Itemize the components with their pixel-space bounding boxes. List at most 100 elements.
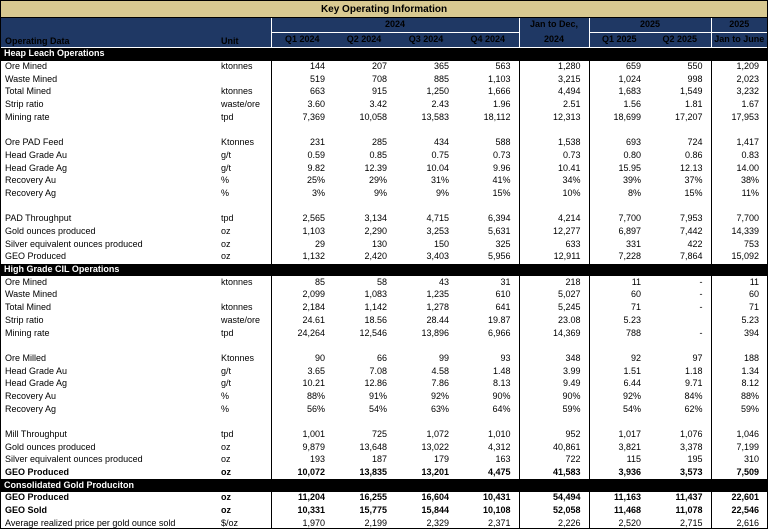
cell-value: 39%	[588, 174, 650, 188]
cell-value	[270, 200, 333, 213]
section-label: High Grade CIL Operations	[1, 263, 767, 277]
cell-value: 10.04	[426, 162, 449, 173]
cell-value: 207	[371, 61, 387, 72]
cell-value: 1,103	[270, 225, 333, 239]
cell-value	[395, 124, 457, 137]
cell-value: 10,072	[270, 466, 333, 480]
cell-value: 3.60	[270, 98, 333, 112]
row-unit: tpd	[221, 327, 234, 338]
row-unit	[207, 124, 271, 137]
cell-value: 7,369	[270, 111, 333, 125]
cell-value: 66	[376, 352, 387, 363]
row-label: Recovery Au	[5, 175, 57, 186]
cell-value: 0.80	[588, 149, 650, 163]
cell-value: 659	[588, 60, 650, 74]
cell-value: 41%	[492, 175, 511, 186]
cell-value: 7,509	[710, 466, 767, 480]
cell-value	[649, 200, 711, 213]
cell-value: 1,017	[588, 428, 650, 442]
cell-value: 1.18	[685, 365, 703, 376]
cell-value: 12,546	[359, 327, 387, 338]
cell-value	[710, 415, 767, 429]
cell-value: 92%	[588, 390, 650, 404]
cell-value	[270, 339, 333, 353]
row-unit	[207, 73, 271, 86]
cell-value: 2.43	[431, 99, 449, 110]
header-2025-right-label: 2025	[710, 18, 767, 33]
header-operating-data: Operating Data	[1, 18, 207, 48]
data-row: Recovery Ag% 56% 54% 63% 64% 59% 54% 62% 59%	[1, 403, 767, 416]
row-label: Total Mined	[5, 86, 52, 97]
row-unit: oz	[221, 238, 231, 249]
cell-value: 633	[518, 238, 590, 251]
data-row: Total Mined ktonnes 663 915 1,250 1,666 4,494 1…	[1, 86, 767, 99]
section-label: Heap Leach Operations	[1, 47, 767, 61]
cell-value	[333, 416, 395, 429]
cell-value: 708	[371, 73, 387, 84]
row-unit: oz	[221, 467, 231, 478]
cell-value: 365	[433, 61, 449, 72]
row-label: Ore PAD Feed	[5, 137, 64, 148]
cell-value: 31%	[430, 175, 449, 186]
cell-value: 1.67	[710, 98, 767, 112]
cell-value: 15,775	[359, 505, 387, 516]
cell-value: 1,001	[270, 428, 333, 442]
cell-value	[333, 340, 395, 353]
cell-value: 218	[518, 276, 590, 290]
row-label: Mill Throughput	[5, 429, 67, 440]
data-row: Waste Mined 519 708 885 1,103 3,215 1,024 998 2,…	[1, 73, 767, 87]
cell-value: 4,475	[488, 467, 511, 478]
row-label: Average realized price per gold ounce so…	[5, 517, 176, 528]
cell-value: 1.56	[588, 98, 650, 112]
cell-value: 915	[371, 86, 387, 97]
header-q2-2025: Q2 2025	[649, 32, 712, 48]
cell-value: 15,092	[710, 251, 767, 264]
cell-value: 434	[433, 137, 449, 148]
cell-value: 22,546	[710, 504, 767, 518]
data-row: GEO Produced oz 11,204 16,255 16,604 10,431 54…	[1, 492, 767, 505]
cell-value: 59%	[710, 403, 767, 416]
cell-value: 9%	[435, 187, 449, 198]
cell-value: 588	[495, 137, 511, 148]
data-row: Ore Mined ktonnes 85 58 43 31 218 11-11	[1, 276, 767, 290]
cell-value: 179	[433, 454, 449, 465]
row-unit: ktonnes	[221, 302, 253, 313]
cell-value: 37%	[684, 175, 703, 186]
cell-value: 0.83	[710, 149, 767, 163]
row-label: GEO Produced	[5, 467, 70, 478]
cell-value: 1,046	[710, 428, 767, 442]
cell-value: 1,010	[488, 429, 511, 440]
cell-value: 3,403	[426, 251, 449, 262]
row-unit	[207, 289, 271, 302]
row-unit: oz	[221, 492, 231, 503]
cell-value: 10,058	[359, 111, 387, 122]
row-unit: Ktonnes	[221, 137, 255, 148]
row-label: Recovery Ag	[5, 187, 57, 198]
cell-value: 1.51	[588, 365, 650, 378]
cell-value: 9.96	[493, 162, 511, 173]
cell-value: 13,835	[359, 467, 387, 478]
cell-value: -	[699, 302, 703, 313]
cell-value: 3%	[270, 187, 333, 201]
cell-value: 9.71	[685, 378, 703, 389]
row-label: GEO Sold	[5, 505, 48, 516]
cell-value: 54%	[588, 403, 650, 416]
cell-value: 231	[270, 136, 333, 150]
cell-value: 85	[270, 276, 333, 290]
row-label: Gold ounces produced	[5, 226, 96, 237]
cell-value: 62%	[684, 403, 703, 414]
row-unit: g/t	[221, 162, 232, 173]
row-unit: oz	[221, 226, 231, 237]
row-unit: %	[221, 403, 230, 414]
cell-value: 12,277	[518, 225, 590, 239]
cell-value: 91%	[368, 390, 387, 401]
cell-value: 1,076	[680, 429, 703, 440]
cell-value	[588, 124, 650, 137]
row-unit: waste/ore	[221, 314, 261, 325]
data-row: Ore Milled Ktonnes 90 66 99 93 348 92 97 188	[1, 352, 767, 366]
cell-value: 885	[433, 73, 449, 84]
cell-value	[588, 415, 650, 429]
row-unit: tpd	[221, 111, 234, 122]
row-label: Ore Mined	[5, 276, 48, 287]
